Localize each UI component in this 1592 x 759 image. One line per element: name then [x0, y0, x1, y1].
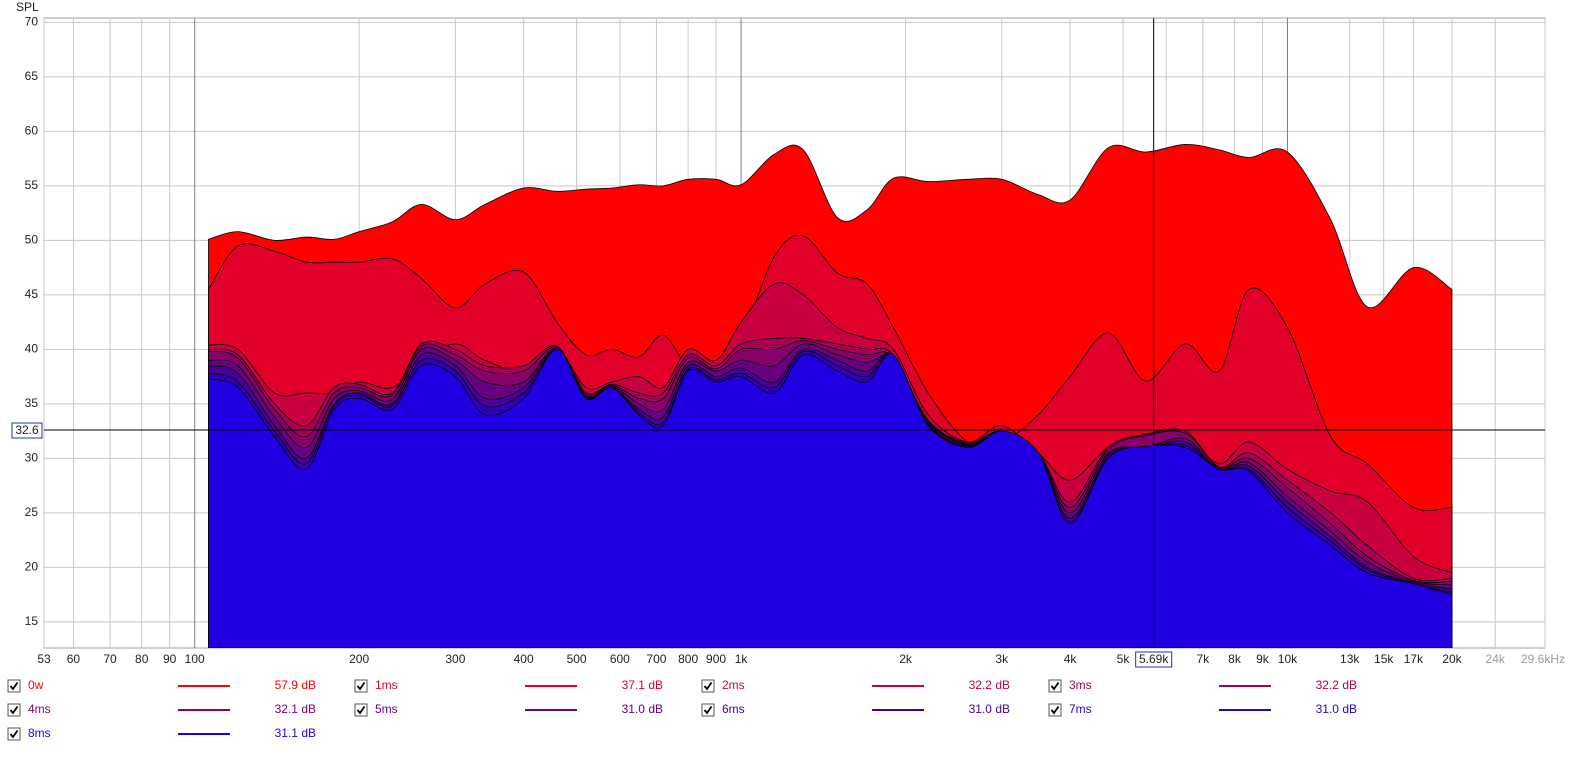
legend-readout: 32.2 dB: [969, 678, 1010, 692]
y-tick-label: 50: [25, 233, 39, 247]
x-tick-label: 9k: [1256, 652, 1270, 666]
y-tick-label: 40: [25, 342, 39, 356]
x-tick-label: 17k: [1404, 652, 1424, 666]
legend-item: 0w 57.9 dB: [7, 678, 316, 693]
legend-check: [9, 681, 19, 691]
y-tick-label: 25: [25, 505, 39, 519]
legend-label: 8ms: [28, 726, 51, 740]
y-tick-label: 35: [25, 396, 39, 410]
y-tick-label: 65: [25, 69, 39, 83]
legend-item: 2ms 32.2 dB: [701, 678, 1010, 693]
x-tick-label: 3k: [995, 652, 1009, 666]
x-tick-label: 10k: [1278, 652, 1298, 666]
x-tick-label: 300: [445, 652, 465, 666]
legend-item: 1ms 37.1 dB: [354, 678, 663, 693]
x-tick-label: 80: [135, 652, 149, 666]
legend-label: 5ms: [375, 702, 398, 716]
x-tick-label: 200: [349, 652, 369, 666]
x-tick-label: 500: [567, 652, 587, 666]
legend-check: [356, 705, 366, 715]
x-tick-label: 400: [514, 652, 534, 666]
x-tick-label: 4k: [1064, 652, 1078, 666]
plot: [208, 144, 1453, 648]
legend-label: 0w: [28, 678, 44, 692]
x-tick-label: 1k: [735, 652, 749, 666]
legend-item: 5ms 31.0 dB: [354, 702, 663, 717]
y-tick-label: 60: [25, 124, 39, 138]
x-tick-label: 24k: [1486, 652, 1506, 666]
legend-readout: 31.1 dB: [275, 726, 316, 740]
cursor-x-box: [1135, 651, 1173, 668]
legend-check: [703, 705, 713, 715]
legend-label: 6ms: [722, 702, 745, 716]
legend-readout: 31.0 dB: [969, 702, 1010, 716]
x-tick-label: 5k: [1117, 652, 1131, 666]
x-tick-label: 20k: [1442, 652, 1462, 666]
x-tick-label: 800: [678, 652, 698, 666]
x-tick-label: 8k: [1228, 652, 1242, 666]
legend-check: [1050, 681, 1060, 691]
x-tick-label: 2k: [899, 652, 913, 666]
x-tick-label: 29.6kHz: [1521, 652, 1565, 666]
legend-check: [703, 681, 713, 691]
x-tick-label: 13k: [1340, 652, 1360, 666]
x-tick-label: 900: [706, 652, 726, 666]
x-tick-label: 90: [163, 652, 177, 666]
x-tick-label: 15k: [1374, 652, 1394, 666]
x-tick-label: 100: [185, 652, 205, 666]
y-tick-label: 45: [25, 287, 39, 301]
cursor-y-box: [11, 422, 43, 439]
legend-readout: 57.9 dB: [275, 678, 316, 692]
y-tick-label: 30: [25, 451, 39, 465]
cursor-x-label: 5.69k: [1139, 652, 1169, 666]
y-tick-label: 55: [25, 178, 39, 192]
legend-check: [9, 729, 19, 739]
legend-check: [9, 705, 19, 715]
legend-label: 4ms: [28, 702, 51, 716]
legend-label: 1ms: [375, 678, 398, 692]
legend-readout: 31.0 dB: [1316, 702, 1357, 716]
legend-readout: 37.1 dB: [622, 678, 663, 692]
x-tick-label: 60: [67, 652, 81, 666]
y-tick-label: 20: [25, 560, 39, 574]
legend-item: 7ms 31.0 dB: [1048, 702, 1357, 717]
x-tick-label: 53: [37, 652, 51, 666]
legend-item: 3ms 32.2 dB: [1048, 678, 1357, 693]
legend-item: 8ms 31.1 dB: [7, 726, 316, 741]
x-tick-label: 7k: [1196, 652, 1210, 666]
legend-check: [356, 681, 366, 691]
x-tick-label: 700: [646, 652, 666, 666]
legend-readout: 31.0 dB: [622, 702, 663, 716]
y-tick-label: 15: [25, 614, 39, 628]
legend-item: 6ms 31.0 dB: [701, 702, 1010, 717]
legend-item: 4ms 32.1 dB: [7, 702, 316, 717]
legend-check: [1050, 705, 1060, 715]
y-axis-label: SPL: [16, 0, 39, 14]
legend-readout: 32.1 dB: [275, 702, 316, 716]
legend-label: 2ms: [722, 678, 745, 692]
cursor-y-label: 32.6: [15, 423, 39, 437]
x-tick-label: 600: [610, 652, 630, 666]
legend-label: 3ms: [1069, 678, 1092, 692]
x-tick-label: 70: [103, 652, 117, 666]
area: [208, 348, 1453, 648]
legend-label: 7ms: [1069, 702, 1092, 716]
y-tick-label: 70: [25, 15, 39, 29]
legend-readout: 32.2 dB: [1316, 678, 1357, 692]
